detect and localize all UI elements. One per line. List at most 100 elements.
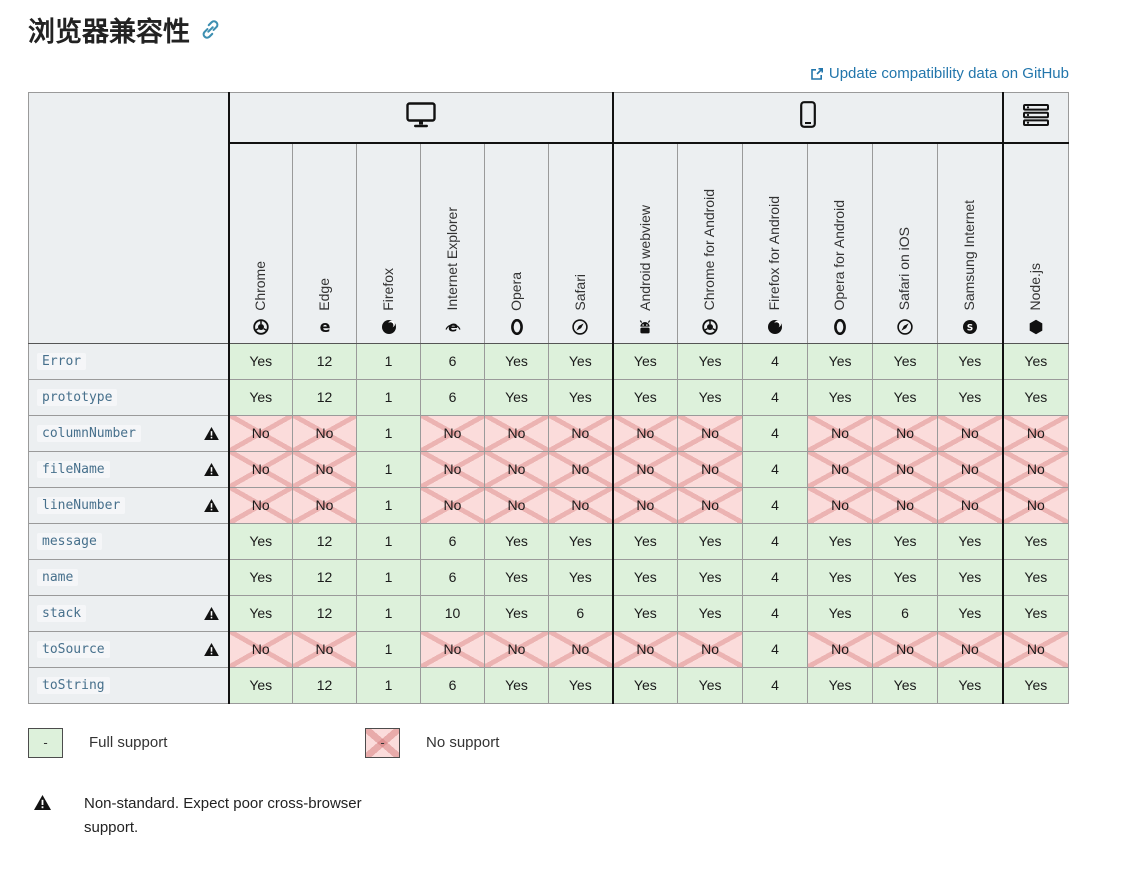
support-cell[interactable]: Yes bbox=[937, 594, 1004, 632]
support-cell[interactable]: Yes bbox=[611, 378, 679, 416]
support-cell[interactable]: No bbox=[420, 630, 485, 668]
support-cell[interactable]: Yes bbox=[227, 342, 293, 380]
support-cell[interactable]: No bbox=[420, 450, 485, 488]
support-cell[interactable]: No bbox=[872, 450, 939, 488]
support-cell[interactable]: No bbox=[677, 630, 744, 668]
anchor-link-icon[interactable] bbox=[200, 19, 221, 40]
support-cell[interactable]: No bbox=[484, 450, 549, 488]
support-cell[interactable]: 12 bbox=[292, 378, 357, 416]
support-cell[interactable]: Yes bbox=[484, 666, 549, 704]
support-cell[interactable]: Yes bbox=[872, 342, 939, 380]
support-cell[interactable]: 1 bbox=[356, 342, 421, 380]
support-cell[interactable]: No bbox=[484, 414, 549, 452]
support-cell[interactable]: 12 bbox=[292, 558, 357, 596]
support-cell[interactable]: No bbox=[292, 630, 357, 668]
support-cell[interactable]: 12 bbox=[292, 666, 357, 704]
support-cell[interactable]: No bbox=[227, 414, 293, 452]
support-cell[interactable]: No bbox=[807, 414, 874, 452]
support-cell[interactable]: Yes bbox=[937, 558, 1004, 596]
support-cell[interactable]: Yes bbox=[677, 594, 744, 632]
support-cell[interactable]: Yes bbox=[227, 666, 293, 704]
support-cell[interactable]: No bbox=[547, 414, 614, 452]
support-cell[interactable]: Yes bbox=[807, 342, 874, 380]
support-cell[interactable]: No bbox=[547, 486, 614, 524]
support-cell[interactable]: 4 bbox=[742, 558, 809, 596]
support-cell[interactable]: 6 bbox=[420, 666, 485, 704]
support-cell[interactable]: No bbox=[1001, 486, 1070, 524]
support-cell[interactable]: No bbox=[937, 630, 1004, 668]
support-cell[interactable]: 4 bbox=[742, 630, 809, 668]
support-cell[interactable]: No bbox=[677, 450, 744, 488]
support-cell[interactable]: 1 bbox=[356, 594, 421, 632]
support-cell[interactable]: 4 bbox=[742, 378, 809, 416]
support-cell[interactable]: 12 bbox=[292, 522, 357, 560]
support-cell[interactable]: Yes bbox=[227, 522, 293, 560]
support-cell[interactable]: Yes bbox=[677, 666, 744, 704]
support-cell[interactable]: Yes bbox=[611, 666, 679, 704]
support-cell[interactable]: No bbox=[872, 630, 939, 668]
support-cell[interactable]: Yes bbox=[1001, 378, 1070, 416]
support-cell[interactable]: Yes bbox=[1001, 666, 1070, 704]
support-cell[interactable]: No bbox=[292, 486, 357, 524]
support-cell[interactable]: Yes bbox=[484, 594, 549, 632]
support-cell[interactable]: 12 bbox=[292, 594, 357, 632]
support-cell[interactable]: Yes bbox=[807, 522, 874, 560]
support-cell[interactable]: 4 bbox=[742, 522, 809, 560]
support-cell[interactable]: Yes bbox=[227, 594, 293, 632]
support-cell[interactable]: 1 bbox=[356, 486, 421, 524]
support-cell[interactable]: 1 bbox=[356, 558, 421, 596]
support-cell[interactable]: Yes bbox=[937, 378, 1004, 416]
support-cell[interactable]: Yes bbox=[872, 378, 939, 416]
support-cell[interactable]: Yes bbox=[807, 558, 874, 596]
support-cell[interactable]: Yes bbox=[611, 558, 679, 596]
support-cell[interactable]: Yes bbox=[484, 378, 549, 416]
support-cell[interactable]: 1 bbox=[356, 414, 421, 452]
support-cell[interactable]: No bbox=[611, 630, 679, 668]
support-cell[interactable]: Yes bbox=[547, 378, 614, 416]
support-cell[interactable]: Yes bbox=[937, 666, 1004, 704]
support-cell[interactable]: 4 bbox=[742, 414, 809, 452]
support-cell[interactable]: 6 bbox=[420, 558, 485, 596]
support-cell[interactable]: Yes bbox=[547, 522, 614, 560]
support-cell[interactable]: 1 bbox=[356, 450, 421, 488]
support-cell[interactable]: Yes bbox=[227, 558, 293, 596]
support-cell[interactable]: No bbox=[547, 630, 614, 668]
support-cell[interactable]: Yes bbox=[547, 558, 614, 596]
support-cell[interactable]: Yes bbox=[807, 666, 874, 704]
support-cell[interactable]: No bbox=[677, 486, 744, 524]
support-cell[interactable]: No bbox=[227, 630, 293, 668]
support-cell[interactable]: 4 bbox=[742, 486, 809, 524]
support-cell[interactable]: No bbox=[611, 414, 679, 452]
support-cell[interactable]: Yes bbox=[872, 558, 939, 596]
support-cell[interactable]: 1 bbox=[356, 666, 421, 704]
support-cell[interactable]: No bbox=[807, 450, 874, 488]
support-cell[interactable]: No bbox=[937, 450, 1004, 488]
support-cell[interactable]: Yes bbox=[872, 666, 939, 704]
support-cell[interactable]: No bbox=[611, 450, 679, 488]
support-cell[interactable]: 4 bbox=[742, 342, 809, 380]
support-cell[interactable]: 1 bbox=[356, 378, 421, 416]
support-cell[interactable]: Yes bbox=[1001, 522, 1070, 560]
support-cell[interactable]: 4 bbox=[742, 594, 809, 632]
support-cell[interactable]: No bbox=[872, 414, 939, 452]
support-cell[interactable]: Yes bbox=[611, 342, 679, 380]
support-cell[interactable]: No bbox=[227, 486, 293, 524]
support-cell[interactable]: 10 bbox=[420, 594, 485, 632]
support-cell[interactable]: 1 bbox=[356, 630, 421, 668]
support-cell[interactable]: No bbox=[872, 486, 939, 524]
support-cell[interactable]: No bbox=[292, 414, 357, 452]
support-cell[interactable]: 6 bbox=[872, 594, 939, 632]
support-cell[interactable]: 1 bbox=[356, 522, 421, 560]
support-cell[interactable]: Yes bbox=[611, 594, 679, 632]
support-cell[interactable]: Yes bbox=[677, 558, 744, 596]
support-cell[interactable]: Yes bbox=[547, 342, 614, 380]
support-cell[interactable]: No bbox=[807, 486, 874, 524]
support-cell[interactable]: No bbox=[937, 414, 1004, 452]
support-cell[interactable]: Yes bbox=[807, 378, 874, 416]
support-cell[interactable]: Yes bbox=[611, 522, 679, 560]
update-compat-link[interactable]: Update compatibility data on GitHub bbox=[810, 65, 1069, 82]
support-cell[interactable]: No bbox=[937, 486, 1004, 524]
support-cell[interactable]: Yes bbox=[872, 522, 939, 560]
support-cell[interactable]: No bbox=[677, 414, 744, 452]
support-cell[interactable]: Yes bbox=[1001, 594, 1070, 632]
